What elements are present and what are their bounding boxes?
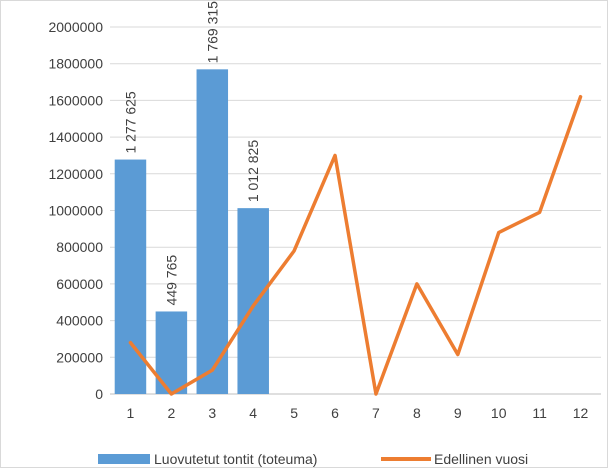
y-tick-label: 200000 — [56, 349, 103, 365]
data-label: 449 765 — [163, 255, 179, 306]
x-tick-label: 11 — [532, 405, 547, 421]
gridlines — [110, 26, 601, 395]
line-series — [128, 94, 583, 396]
x-tick-label: 12 — [573, 405, 589, 421]
x-tick-label: 2 — [167, 405, 175, 421]
y-tick-label: 1600000 — [48, 92, 103, 108]
line-series-path — [128, 94, 583, 396]
legend: Luovutetut tontit (toteuma) Edellinen vu… — [98, 451, 528, 467]
legend-label-bar: Luovutetut tontit (toteuma) — [154, 451, 317, 467]
y-tick-label: 1400000 — [48, 129, 103, 145]
x-axis-ticks: 1 2 3 4 5 6 7 8 9 10 11 12 — [127, 405, 589, 421]
data-labels: 1 277 625 449 765 1 769 315 1 012 825 — [122, 1, 261, 305]
data-label: 1 277 625 — [122, 91, 138, 153]
y-tick-label: 1000000 — [48, 203, 103, 219]
y-tick-label: 0 — [95, 386, 103, 402]
y-tick-label: 1200000 — [48, 166, 103, 182]
legend-swatch-bar — [98, 454, 150, 464]
legend-label-line: Edellinen vuosi — [434, 451, 528, 467]
y-tick-label: 400000 — [56, 313, 103, 329]
y-tick-label: 800000 — [56, 239, 103, 255]
y-tick-label: 600000 — [56, 276, 103, 292]
x-tick-label: 1 — [127, 405, 135, 421]
x-tick-label: 4 — [249, 405, 257, 421]
x-tick-label: 9 — [454, 405, 462, 421]
x-tick-label: 7 — [372, 405, 380, 421]
x-tick-label: 3 — [208, 405, 216, 421]
y-tick-label: 1800000 — [48, 56, 103, 72]
x-tick-label: 8 — [413, 405, 421, 421]
data-label: 1 769 315 — [204, 1, 220, 63]
data-label: 1 012 825 — [245, 140, 261, 202]
bar — [196, 69, 229, 395]
x-tick-label: 10 — [491, 405, 507, 421]
y-tick-label: 2000000 — [48, 19, 103, 35]
bar — [237, 208, 269, 394]
x-tick-label: 6 — [331, 405, 339, 421]
x-tick-label: 5 — [290, 405, 298, 421]
y-axis-ticks: 0 200000 400000 600000 800000 1000000 1200000 1… — [48, 19, 103, 402]
